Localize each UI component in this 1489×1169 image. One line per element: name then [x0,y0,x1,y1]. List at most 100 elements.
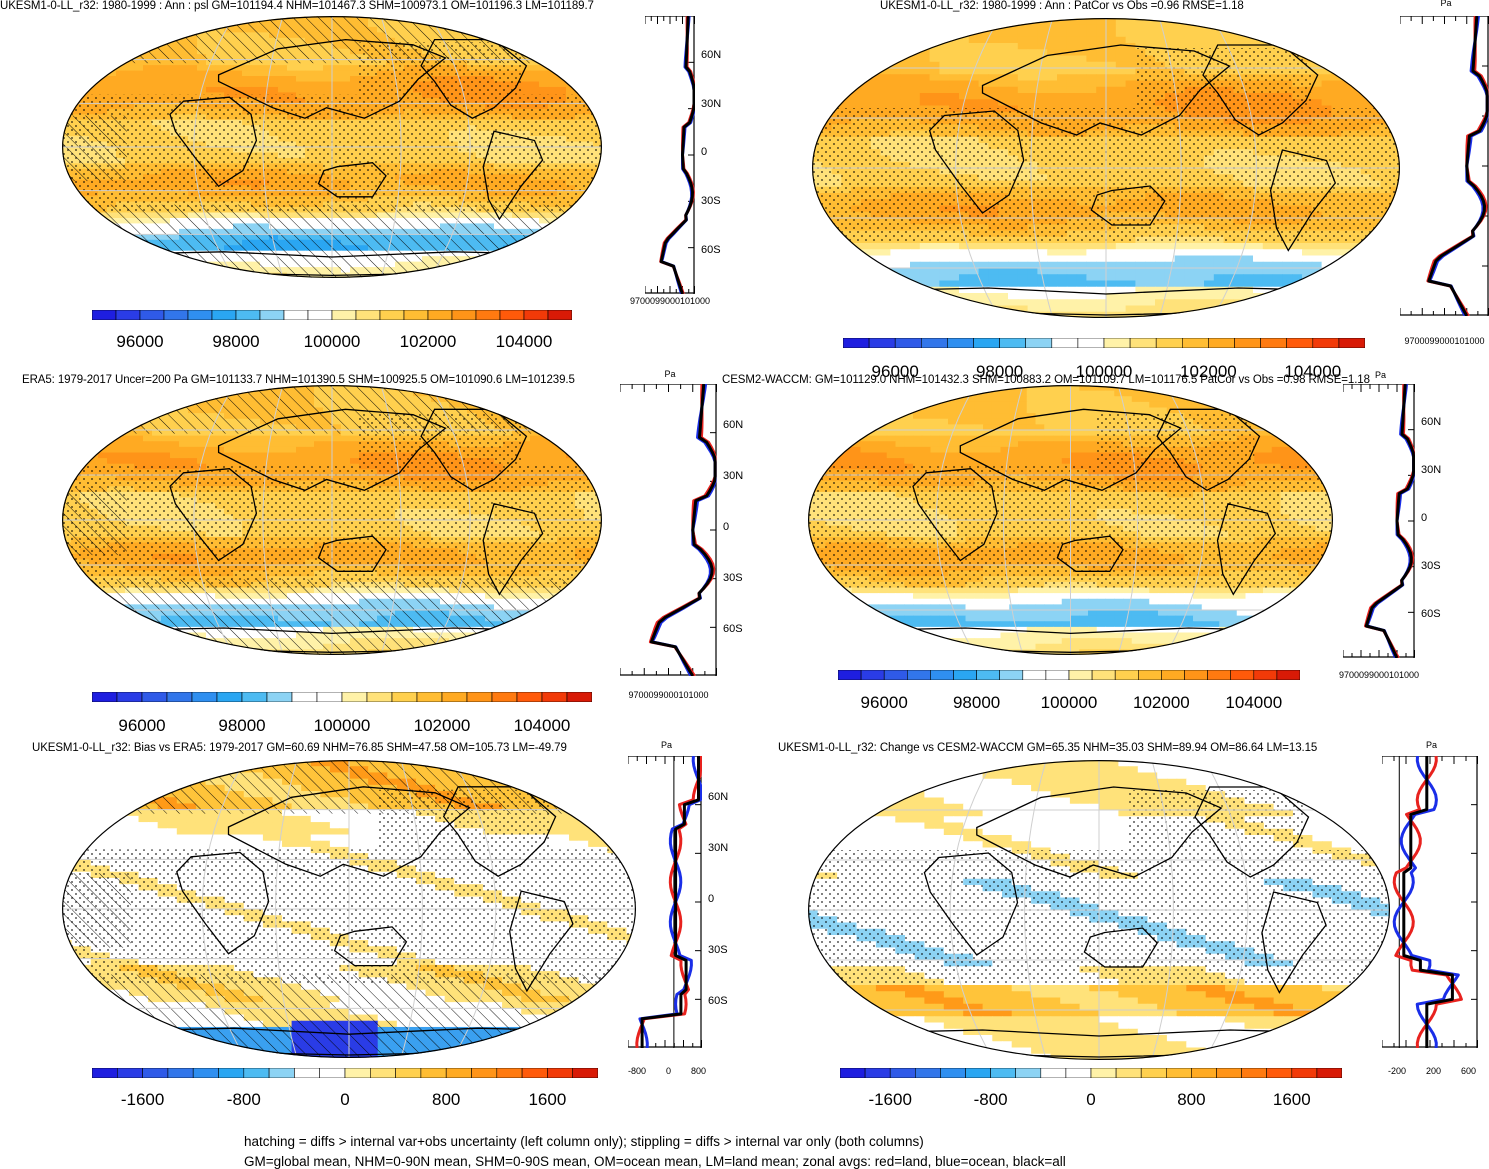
colorbar-cell [890,1068,915,1078]
colorbar-cell [1231,670,1254,680]
colorbar-cell [1069,670,1092,680]
colorbar-cell [1254,670,1277,680]
map [62,760,636,1058]
zonal-lat-label: 60S [1421,608,1441,620]
map [62,385,602,655]
zonal-x-tick-label: 600 [1461,1066,1476,1076]
zonal-x-tick-label: -800 [628,1066,646,1076]
colorbar-cell [1104,338,1130,348]
colorbar-cell [212,310,236,320]
colorbar-cell [991,1068,1016,1078]
colorbar-cell [1091,1068,1116,1078]
colorbar-cell [1092,670,1115,680]
zonal-x-tick-label: 99000 [653,690,678,700]
colorbar-cell [396,1068,421,1078]
zonal-lat-label: 30N [701,98,721,110]
zonal-x-tick-label: 97000 [1404,336,1429,346]
footer-line-2: GM=global mean, NHM=0-90N mean, SHM=0-90… [244,1154,1066,1169]
colorbar [843,338,1365,348]
zonal-x-tick-label: 97000 [1339,670,1364,680]
colorbar-cell [380,310,404,320]
zonal-line-all [651,384,715,676]
zonal-profile [620,384,717,676]
zonal-lat-label: 60N [723,419,743,431]
colorbar-cell [907,670,930,680]
colorbar-cell [522,1068,547,1078]
zonal-x-tick-label: 0 [666,1066,671,1076]
colorbar-tick-label: -800 [936,1090,1046,1110]
colorbar-tick-label: 0 [290,1090,400,1110]
panel-title: UKESM1-0-LL_r32: Change vs CESM2-WACCM G… [778,742,1317,754]
colorbar-cell [292,692,317,702]
zonal-line-ocean [652,384,715,676]
colorbar-cell [117,692,142,702]
colorbar-tick-label: 96000 [87,716,197,736]
colorbar-cell [1277,670,1300,680]
zonal-x-tick-label: -200 [1388,1066,1406,1076]
colorbar-cell [117,1068,142,1078]
colorbar-cell [428,310,452,320]
map-field [62,16,602,278]
colorbar-cell [954,670,977,680]
zonal-profile [1343,384,1415,658]
colorbar-cell [164,310,188,320]
colorbar-cell [370,1068,395,1078]
colorbar-cell [492,692,517,702]
zonal-line-land [637,756,701,1048]
zonal-lat-label: 0 [1421,512,1427,524]
zonal-x-tick-label: 99000 [1364,670,1389,680]
colorbar-cell [1166,1068,1191,1078]
zonal-lat-label: 60S [723,623,743,635]
colorbar-cell [1208,670,1231,680]
colorbar-cell [217,692,242,702]
zonal-lat-label: 30S [1421,560,1441,572]
zonal-unit-label: Pa [661,740,672,750]
colorbar-tick-label: 104000 [487,716,597,736]
colorbar [92,692,592,702]
colorbar [92,310,572,320]
colorbar-cell [442,692,467,702]
colorbar-cell [92,692,117,702]
colorbar-cell [921,338,947,348]
map [808,760,1390,1060]
colorbar-cell [1287,338,1313,348]
map [812,18,1400,318]
zonal-lat-label: 30S [701,195,721,207]
colorbar-cell [143,1068,168,1078]
colorbar-cell [1066,1068,1091,1078]
colorbar-cell [1182,338,1208,348]
zonal-lat-label: 30N [1421,464,1441,476]
map-field [808,760,1390,1060]
colorbar-cell [966,1068,991,1078]
colorbar-cell [1261,338,1287,348]
colorbar [92,1068,598,1078]
colorbar-cell [1185,670,1208,680]
colorbar-cell [267,692,292,702]
colorbar-cell [865,1068,890,1078]
zonal-unit-label: Pa [665,369,676,379]
colorbar-cell [1208,338,1234,348]
zonal-lat-label: 0 [723,521,729,533]
zonal-lat-label: 60N [708,791,728,803]
colorbar-cell [1242,1068,1267,1078]
zonal-profile [1400,16,1489,316]
colorbar-cell [332,310,356,320]
colorbar [838,670,1300,680]
colorbar-cell [884,670,907,680]
zonal-line-land [1428,16,1487,316]
colorbar-cell [417,692,442,702]
colorbar-tick-label: -800 [189,1090,299,1110]
colorbar-cell [974,338,1000,348]
colorbar-cell [1313,338,1339,348]
colorbar-cell [1000,670,1023,680]
zonal-line-land [650,384,715,676]
colorbar-cell [317,692,342,702]
colorbar-cell [1235,338,1261,348]
map-field [812,18,1400,318]
colorbar-cell [1292,1068,1317,1078]
colorbar-tick-label: 0 [1036,1090,1146,1110]
colorbar-cell [367,692,392,702]
